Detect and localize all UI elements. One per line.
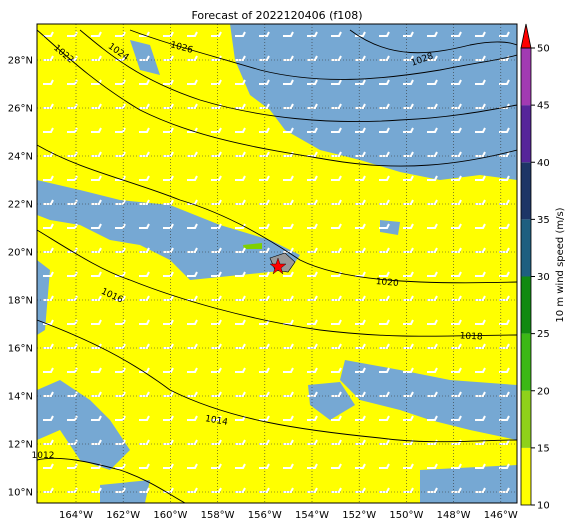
y-tick-label: 18°N	[8, 296, 33, 307]
colorbar-segment	[521, 105, 531, 163]
y-tick-label: 26°N	[8, 104, 33, 115]
x-tick-label: 148°W	[437, 510, 471, 521]
isobar-label: 1012	[32, 451, 55, 461]
x-tick-label: 146°W	[484, 510, 518, 521]
colorbar-segment	[521, 333, 531, 391]
colorbar-tick-label: 50	[537, 44, 550, 55]
x-tick-label: 158°W	[201, 510, 235, 521]
y-tick-label: 24°N	[8, 152, 33, 163]
colorbar-tick-label: 20	[537, 386, 550, 397]
title: Forecast of 2022120406 (f108)	[191, 9, 362, 22]
colorbar-tick-label: 40	[537, 158, 550, 169]
isobar-label: 1020	[375, 277, 399, 289]
x-tick-label: 160°W	[153, 510, 187, 521]
map-frame	[36, 23, 518, 504]
colorbar-segment	[521, 162, 531, 220]
colorbar-segment	[521, 48, 531, 106]
colorbar-segment	[521, 219, 531, 277]
colorbar-segment	[521, 276, 531, 334]
y-tick-label: 12°N	[8, 440, 33, 451]
colorbar-extend	[520, 23, 532, 49]
colorbar-tick-label: 35	[537, 215, 550, 226]
isobar-label: 1018	[459, 331, 483, 342]
colorbar-tick-label: 10	[537, 501, 550, 512]
y-tick-label: 14°N	[8, 392, 33, 403]
y-tick-label: 10°N	[8, 488, 33, 499]
x-tick-label: 164°W	[59, 510, 93, 521]
colorbar-label: 10 m wind speed (m/s)	[555, 207, 566, 322]
isobar-label: 1014	[204, 414, 229, 428]
x-tick-label: 152°W	[342, 510, 376, 521]
colorbar-segment	[521, 390, 531, 448]
x-tick-label: 150°W	[389, 510, 423, 521]
x-tick-label: 162°W	[106, 510, 140, 521]
y-tick-label: 22°N	[8, 200, 33, 211]
colorbar-tick-label: 30	[537, 272, 550, 283]
colorbar-tick-label: 15	[537, 443, 550, 454]
colorbar-tick-label: 45	[537, 101, 550, 112]
x-tick-label: 156°W	[248, 510, 282, 521]
x-tick-label: 154°W	[295, 510, 329, 521]
colorbar-tick-label: 25	[537, 329, 550, 340]
y-tick-label: 28°N	[8, 56, 33, 67]
y-tick-label: 20°N	[8, 248, 33, 259]
y-tick-label: 16°N	[8, 344, 33, 355]
map-field	[37, 24, 517, 503]
colorbar-segment	[521, 447, 531, 505]
